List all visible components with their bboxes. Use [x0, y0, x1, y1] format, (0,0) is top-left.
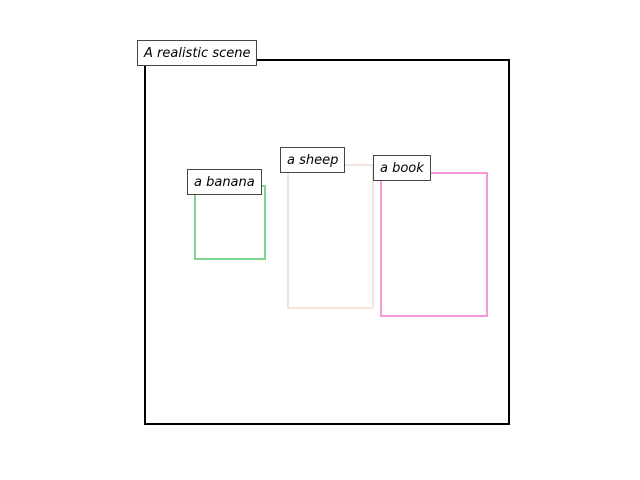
sheep-bounding-box [287, 164, 374, 309]
banana-bounding-box [194, 185, 266, 260]
book-label: a book [373, 155, 431, 181]
book-bounding-box [380, 172, 488, 317]
banana-label: a banana [187, 169, 262, 195]
sheep-label: a sheep [280, 147, 346, 173]
scene-frame [144, 59, 510, 425]
scene-title-label: A realistic scene [137, 40, 258, 66]
